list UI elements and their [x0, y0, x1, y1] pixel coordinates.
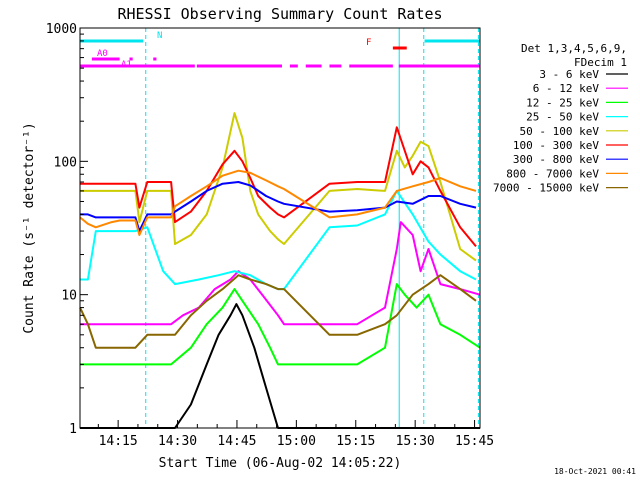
legend-label-7: 800 - 7000 keV [506, 167, 599, 180]
timestamp: 18-Oct-2021 00:41 [554, 467, 636, 476]
series-line-2 [80, 283, 481, 366]
x-tick-label-1: 14:30 [158, 434, 197, 449]
plot-frame [79, 27, 481, 429]
legend-label-6: 300 - 800 keV [513, 153, 599, 166]
x-tick-label-0: 14:15 [99, 434, 138, 449]
y-tick-label-1: 10 [61, 289, 77, 304]
bar-label-a0: A0 [97, 49, 108, 59]
legend-header-0: Det 1,3,4,5,6,9, [521, 42, 627, 55]
legend-header-1: FDecim 1 [574, 56, 627, 69]
legend-label-3: 25 - 50 keV [526, 111, 599, 124]
x-tick-label-5: 15:30 [396, 434, 435, 449]
legend-label-8: 7000 - 15000 keV [493, 182, 599, 195]
y-axis: 1 10 100 1000 [46, 22, 88, 437]
series-line-0 [80, 303, 480, 429]
x-tick-label-4: 15:15 [336, 434, 375, 449]
y-tick-label-2: 100 [54, 155, 77, 170]
series-line-5 [80, 126, 477, 248]
y-tick-label-3: 1000 [46, 22, 77, 37]
bar-label-a1: A1 [121, 60, 132, 70]
series-line-8 [79, 274, 477, 349]
bar-label-n: N [157, 31, 162, 41]
legend-label-5: 100 - 300 keV [513, 139, 599, 152]
x-tick-label-3: 15:00 [277, 434, 316, 449]
bar-label-f: F [366, 38, 371, 48]
series-line-7 [79, 169, 477, 236]
series-line-6 [80, 181, 477, 233]
legend-label-4: 50 - 100 keV [520, 125, 600, 138]
x-axis: 14:15 14:30 14:45 15:00 15:15 15:30 15:45 [97, 420, 494, 449]
y-tick-label-0: 1 [69, 422, 77, 437]
series-line-1 [80, 221, 481, 326]
y-axis-label: Count Rate (s⁻¹ detector⁻¹) [22, 122, 37, 333]
legend-label-1: 6 - 12 keV [533, 82, 600, 95]
legend-label-0: 3 - 6 keV [539, 68, 599, 81]
x-tick-label-2: 14:45 [217, 434, 256, 449]
x-tick-label-6: 15:45 [455, 434, 494, 449]
series-line-4 [80, 112, 477, 262]
x-axis-label: Start Time (06-Aug-02 14:05:22) [159, 456, 402, 471]
series-line-3 [80, 189, 477, 291]
chart-title: RHESSI Observing Summary Count Rates [117, 5, 442, 23]
plot-area: N A0 A1 F [79, 28, 481, 429]
legend-label-2: 12 - 25 keV [526, 96, 599, 109]
